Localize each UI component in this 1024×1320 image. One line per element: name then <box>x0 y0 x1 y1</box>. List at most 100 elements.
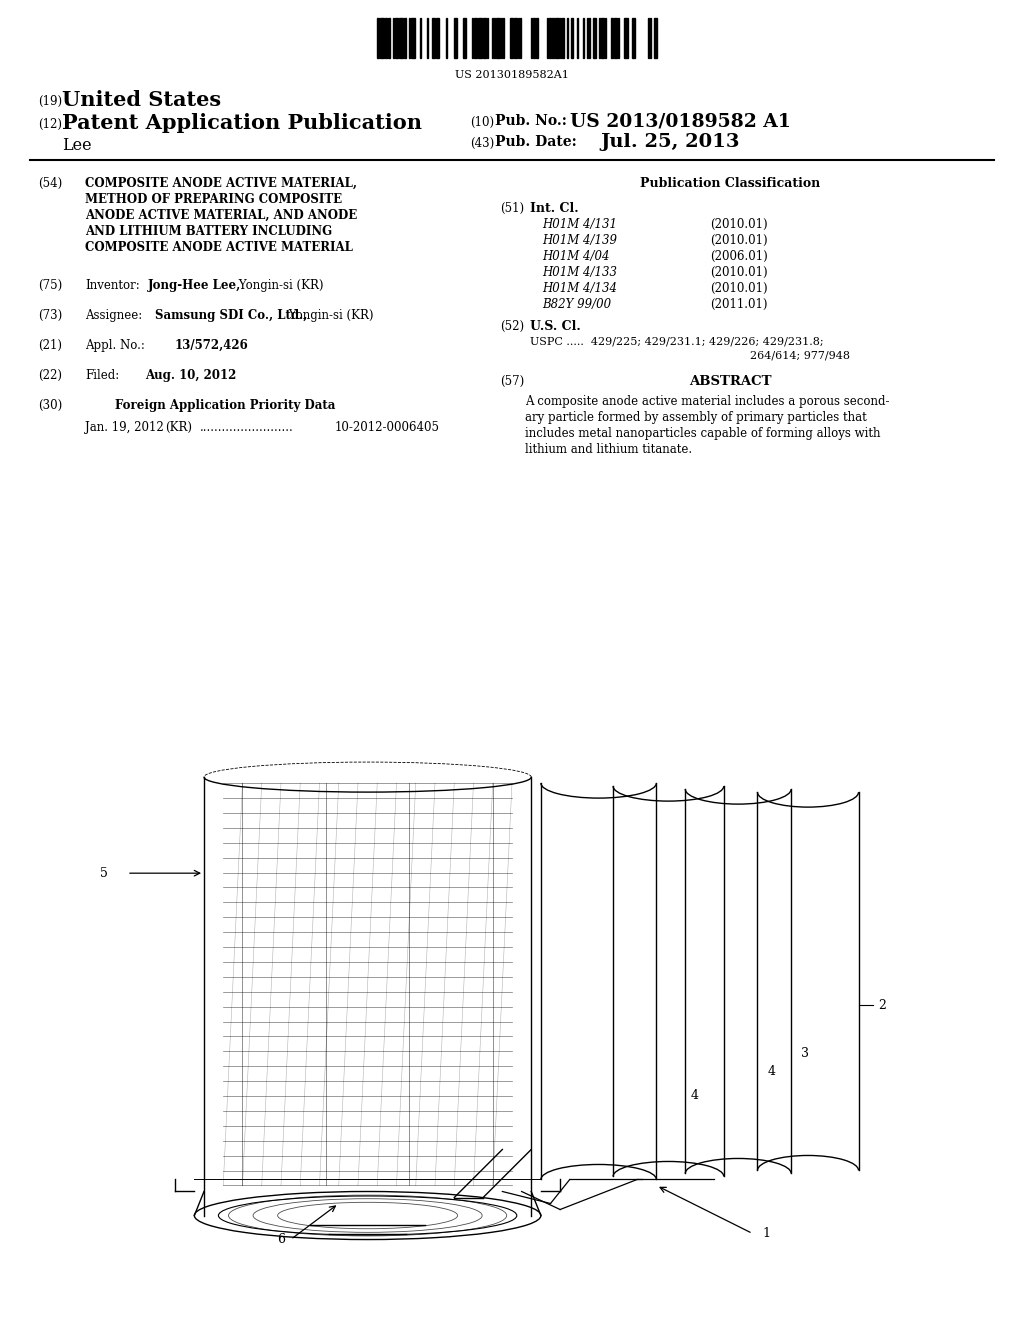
Text: (75): (75) <box>38 279 62 292</box>
Text: 13/572,426: 13/572,426 <box>175 339 249 352</box>
Bar <box>534 18 535 58</box>
Text: Jul. 25, 2013: Jul. 25, 2013 <box>600 133 739 150</box>
Bar <box>632 18 635 58</box>
Text: (12): (12) <box>38 117 62 131</box>
Text: Int. Cl.: Int. Cl. <box>530 202 579 215</box>
Text: Pub. Date:: Pub. Date: <box>495 135 577 149</box>
Bar <box>380 18 384 58</box>
Text: (54): (54) <box>38 177 62 190</box>
Text: USPC .....  429/225; 429/231.1; 429/226; 429/231.8;: USPC ..... 429/225; 429/231.1; 429/226; … <box>530 337 823 346</box>
Text: (19): (19) <box>38 95 62 108</box>
Text: COMPOSITE ANODE ACTIVE MATERIAL,: COMPOSITE ANODE ACTIVE MATERIAL, <box>85 177 357 190</box>
Text: (21): (21) <box>38 339 62 352</box>
Text: METHOD OF PREPARING COMPOSITE: METHOD OF PREPARING COMPOSITE <box>85 193 342 206</box>
Text: Appl. No.:: Appl. No.: <box>85 339 144 352</box>
Bar <box>514 18 517 58</box>
Text: (2010.01): (2010.01) <box>710 218 768 231</box>
Text: United States: United States <box>62 90 221 110</box>
Text: Patent Application Publication: Patent Application Publication <box>62 114 422 133</box>
Text: Jan. 19, 2012: Jan. 19, 2012 <box>85 421 164 434</box>
Text: Jong-Hee Lee,: Jong-Hee Lee, <box>148 279 242 292</box>
Bar <box>474 18 477 58</box>
Text: (KR): (KR) <box>165 421 193 434</box>
Bar <box>555 18 559 58</box>
Text: A composite anode active material includes a porous second-: A composite anode active material includ… <box>525 395 890 408</box>
Text: includes metal nanoparticles capable of forming alloys with: includes metal nanoparticles capable of … <box>525 426 881 440</box>
Text: Foreign Application Priority Data: Foreign Application Priority Data <box>115 399 336 412</box>
Bar <box>377 18 379 58</box>
Bar <box>496 18 500 58</box>
Text: (30): (30) <box>38 399 62 412</box>
Bar <box>436 18 439 58</box>
Text: Pub. No.:: Pub. No.: <box>495 114 567 128</box>
Bar <box>601 18 604 58</box>
Text: .........................: ......................... <box>200 421 294 434</box>
Bar <box>552 18 554 58</box>
Text: Yongin-si (KR): Yongin-si (KR) <box>285 309 374 322</box>
Text: B82Y 99/00: B82Y 99/00 <box>542 298 611 312</box>
Text: (43): (43) <box>470 137 495 150</box>
Bar <box>624 18 628 58</box>
Bar <box>454 18 457 58</box>
Bar <box>571 18 573 58</box>
Text: (73): (73) <box>38 309 62 322</box>
Text: Publication Classification: Publication Classification <box>640 177 820 190</box>
Text: US 20130189582A1: US 20130189582A1 <box>455 70 569 81</box>
Text: 1: 1 <box>762 1226 770 1239</box>
Bar <box>510 18 513 58</box>
Bar <box>614 18 617 58</box>
Text: (2010.01): (2010.01) <box>710 267 768 279</box>
Text: Yongin-si (KR): Yongin-si (KR) <box>234 279 324 292</box>
Bar <box>395 18 398 58</box>
Bar <box>549 18 551 58</box>
Text: (2010.01): (2010.01) <box>710 282 768 294</box>
Bar <box>536 18 538 58</box>
Text: US 2013/0189582 A1: US 2013/0189582 A1 <box>570 112 791 129</box>
Text: Aug. 10, 2012: Aug. 10, 2012 <box>145 370 237 381</box>
Text: 264/614; 977/948: 264/614; 977/948 <box>750 350 850 360</box>
Text: U.S. Cl.: U.S. Cl. <box>530 319 581 333</box>
Bar <box>611 18 613 58</box>
Bar <box>388 18 390 58</box>
Text: (57): (57) <box>500 375 524 388</box>
Bar <box>478 18 482 58</box>
Text: (2006.01): (2006.01) <box>710 249 768 263</box>
Bar <box>385 18 387 58</box>
Text: H01M 4/139: H01M 4/139 <box>542 234 617 247</box>
Text: H01M 4/134: H01M 4/134 <box>542 282 617 294</box>
Bar <box>483 18 486 58</box>
Text: 3: 3 <box>801 1047 809 1060</box>
Text: H01M 4/131: H01M 4/131 <box>542 218 617 231</box>
Bar <box>432 18 435 58</box>
Text: COMPOSITE ANODE ACTIVE MATERIAL: COMPOSITE ANODE ACTIVE MATERIAL <box>85 242 353 253</box>
Text: ary particle formed by assembly of primary particles that: ary particle formed by assembly of prima… <box>525 411 866 424</box>
Bar <box>404 18 406 58</box>
Text: 2: 2 <box>878 999 886 1012</box>
Text: (10): (10) <box>470 116 495 129</box>
Text: (22): (22) <box>38 370 62 381</box>
Text: 6: 6 <box>276 1233 285 1246</box>
Text: Samsung SDI Co., Ltd.,: Samsung SDI Co., Ltd., <box>155 309 307 322</box>
Text: ABSTRACT: ABSTRACT <box>689 375 771 388</box>
Text: Lee: Lee <box>62 137 91 154</box>
Text: Assignee:: Assignee: <box>85 309 142 322</box>
Bar <box>463 18 466 58</box>
Text: Inventor:: Inventor: <box>85 279 139 292</box>
Text: H01M 4/04: H01M 4/04 <box>542 249 609 263</box>
Text: ANODE ACTIVE MATERIAL, AND ANODE: ANODE ACTIVE MATERIAL, AND ANODE <box>85 209 357 222</box>
Text: AND LITHIUM BATTERY INCLUDING: AND LITHIUM BATTERY INCLUDING <box>85 224 332 238</box>
Bar <box>411 18 415 58</box>
Text: H01M 4/133: H01M 4/133 <box>542 267 617 279</box>
Text: lithium and lithium titanate.: lithium and lithium titanate. <box>525 444 692 455</box>
Text: 4: 4 <box>768 1065 776 1078</box>
Text: (51): (51) <box>500 202 524 215</box>
Bar <box>593 18 596 58</box>
Bar <box>654 18 657 58</box>
Text: Filed:: Filed: <box>85 370 119 381</box>
Text: 10-2012-0006405: 10-2012-0006405 <box>335 421 440 434</box>
Text: (2011.01): (2011.01) <box>710 298 768 312</box>
Text: 5: 5 <box>100 867 108 879</box>
Text: (52): (52) <box>500 319 524 333</box>
Text: (2010.01): (2010.01) <box>710 234 768 247</box>
Bar <box>562 18 564 58</box>
